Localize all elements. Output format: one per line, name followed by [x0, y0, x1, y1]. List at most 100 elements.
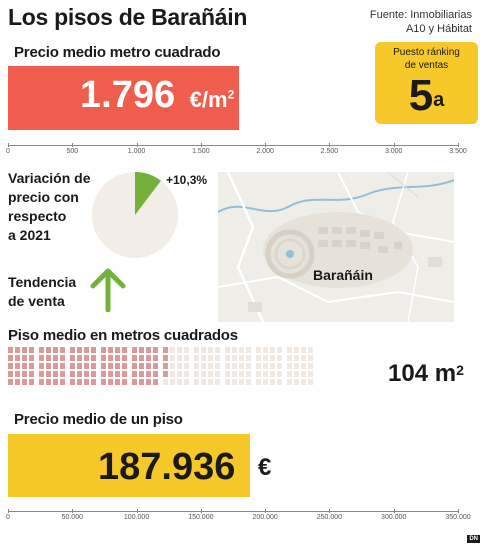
- trend-label: Tendencia de venta: [8, 273, 76, 311]
- waffle-square-filled: [115, 371, 120, 377]
- waffle-square-filled: [70, 371, 75, 377]
- waffle-square-filled: [146, 371, 151, 377]
- axis-tick: [458, 509, 459, 513]
- waffle-square-filled: [91, 355, 96, 361]
- waffle-square-filled: [122, 371, 127, 377]
- waffle-square-empty: [215, 347, 220, 353]
- waffle-square-filled: [132, 379, 137, 385]
- waffle-square-filled: [132, 371, 137, 377]
- source-line-2: A10 y Hábitat: [405, 23, 472, 35]
- axis-tick: [200, 509, 202, 513]
- waffle-square-filled: [22, 371, 27, 377]
- waffle-square-filled: [77, 379, 82, 385]
- waffle-square-filled: [132, 355, 137, 361]
- waffle-square-empty: [256, 371, 261, 377]
- waffle-square-empty: [270, 371, 275, 377]
- price-m2-number: 1.796: [80, 74, 176, 116]
- waffle-square-filled: [22, 363, 27, 369]
- axis-tick-label: 250.000: [316, 514, 343, 521]
- waffle-square-filled: [84, 363, 89, 369]
- variation-label: Variación de precio con respecto a 2021: [8, 169, 118, 245]
- waffle-square-empty: [208, 347, 213, 353]
- waffle-square-empty: [277, 379, 282, 385]
- price-m2-unit-exp: 2: [227, 87, 235, 102]
- waffle-square-filled: [115, 355, 120, 361]
- flat-price-value: 187.936: [98, 446, 236, 488]
- waffle-square-filled: [91, 347, 96, 353]
- waffle-square-filled: [77, 355, 82, 361]
- waffle-square-empty: [246, 363, 251, 369]
- flat-price-unit: €: [258, 454, 272, 481]
- publisher-logo: DN: [467, 535, 480, 543]
- waffle-square-filled: [53, 363, 58, 369]
- waffle-square-filled: [153, 379, 158, 385]
- variation-label-line-2: precio con: [8, 189, 79, 205]
- waffle-square-empty: [225, 363, 230, 369]
- price-m2-unit: €/m2: [190, 87, 235, 112]
- ranking-label-line-2: de ventas: [404, 60, 449, 71]
- waffle-square-empty: [170, 347, 175, 353]
- pie-slice-variation: [135, 172, 161, 215]
- waffle-square-empty: [215, 363, 220, 369]
- waffle-square-filled: [77, 363, 82, 369]
- axis-line: [8, 511, 458, 512]
- axis-tick-label: 2.500: [320, 148, 339, 155]
- waffle-square-empty: [256, 347, 261, 353]
- axis-tick: [8, 509, 9, 513]
- axis-tick-label: 0: [6, 514, 10, 521]
- page-title: Los pisos de Barañáin: [8, 4, 248, 30]
- waffle-square-filled: [39, 371, 44, 377]
- axis-tick: [393, 509, 395, 513]
- waffle-square-filled: [84, 371, 89, 377]
- waffle-square-empty: [232, 355, 237, 361]
- waffle-square-empty: [184, 363, 189, 369]
- waffle-square-filled: [22, 347, 27, 353]
- waffle-square-empty: [177, 379, 182, 385]
- waffle-square-empty: [263, 347, 268, 353]
- waffle-square-empty: [170, 363, 175, 369]
- waffle-square-filled: [29, 363, 34, 369]
- waffle-square-empty: [201, 355, 206, 361]
- waffle-square-empty: [270, 363, 275, 369]
- waffle-square-empty: [301, 363, 306, 369]
- waffle-square-filled: [15, 371, 20, 377]
- waffle-square-empty: [301, 355, 306, 361]
- waffle-square-filled: [29, 355, 34, 361]
- waffle-square-filled: [122, 355, 127, 361]
- waffle-square-filled: [70, 379, 75, 385]
- axis-tick-label: 3.500: [449, 148, 467, 155]
- axis-tick-label: 200.000: [252, 514, 278, 521]
- waffle-square-empty: [201, 347, 206, 353]
- waffle-square-filled: [108, 355, 113, 361]
- waffle-square-filled: [46, 379, 51, 385]
- axis-tick-label: 1.000: [127, 148, 146, 155]
- waffle-square-empty: [256, 355, 261, 361]
- axis-tick-label: 300.000: [381, 514, 407, 521]
- waffle-square-filled: [163, 363, 168, 369]
- waffle-square-empty: [246, 371, 251, 377]
- waffle-square-empty: [294, 347, 299, 353]
- waffle-square-filled: [163, 371, 168, 377]
- axis-tick-label: 1.500: [192, 148, 210, 155]
- waffle-square-filled: [39, 363, 44, 369]
- waffle-square-filled: [70, 363, 75, 369]
- variation-label-line-1: Variación de: [8, 170, 91, 186]
- waffle-square-empty: [239, 363, 244, 369]
- waffle-square-filled: [8, 363, 13, 369]
- waffle-square-filled: [153, 371, 158, 377]
- waffle-square-filled: [77, 347, 82, 353]
- waffle-square-empty: [194, 347, 199, 353]
- waffle-square-filled: [153, 363, 158, 369]
- axis-tick: [200, 143, 202, 147]
- waffle-square-filled: [146, 347, 151, 353]
- waffle-square-empty: [194, 355, 199, 361]
- price-m2-label: Precio medio metro cuadrado: [14, 44, 221, 61]
- surface-label: Piso medio en metros cuadrados: [8, 327, 238, 344]
- waffle-square-empty: [270, 355, 275, 361]
- waffle-square-empty: [177, 363, 182, 369]
- waffle-square-empty: [215, 379, 220, 385]
- waffle-square-empty: [177, 347, 182, 353]
- waffle-square-filled: [84, 379, 89, 385]
- waffle-square-filled: [22, 355, 27, 361]
- waffle-square-empty: [308, 355, 313, 361]
